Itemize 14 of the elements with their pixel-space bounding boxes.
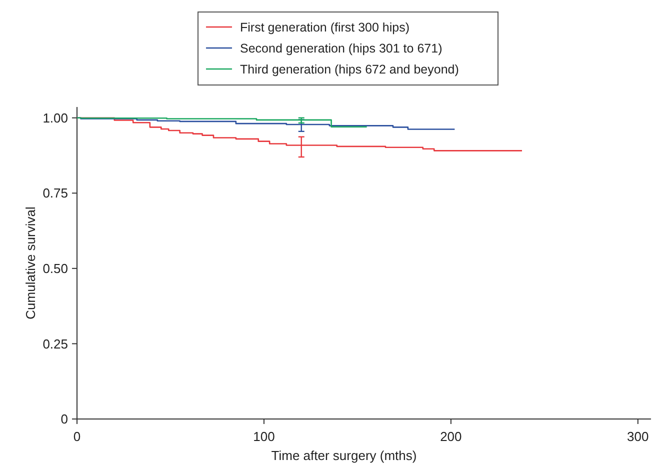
legend-label: Third generation (hips 672 and beyond) <box>240 62 459 76</box>
x-axis-title: Time after surgery (mths) <box>271 448 417 463</box>
y-tick-label: 0.50 <box>42 260 68 276</box>
legend-label: Second generation (hips 301 to 671) <box>240 41 442 56</box>
y-tick-label: 0 <box>60 412 68 427</box>
x-tick-label: 0 <box>73 429 81 444</box>
y-tick-label: 1.00 <box>42 110 68 126</box>
y-tick-label: 0.75 <box>42 186 68 201</box>
legend-label: First generation (first 300 hips) <box>240 20 410 34</box>
x-tick-label: 300 <box>627 429 649 444</box>
x-tick-label: 200 <box>440 429 462 444</box>
x-tick-label: 100 <box>253 429 275 444</box>
y-tick-label: 0.25 <box>42 336 68 352</box>
y-axis-title: Cumulative survival <box>23 206 38 320</box>
